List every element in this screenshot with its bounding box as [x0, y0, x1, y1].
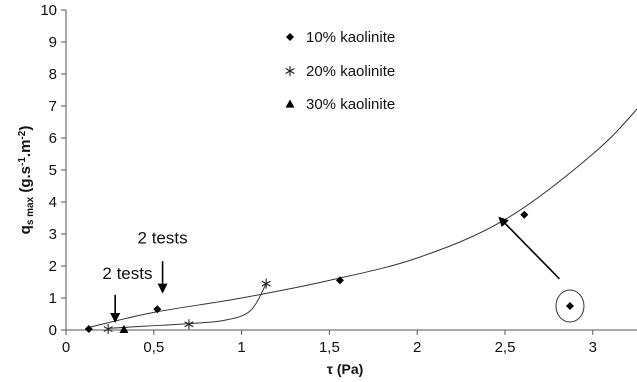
annotation-label: 2 tests	[138, 229, 188, 248]
x-tick-label: 3	[589, 339, 597, 356]
y-axis-ticks: 0 1 2 3 4 5 6 7 8 9 10	[40, 2, 66, 339]
y-tick-label: 6	[49, 130, 57, 147]
annotation-label: 2 tests	[102, 264, 152, 283]
x-axis-ticks: 00,511,522,533,5	[62, 330, 597, 356]
y-tick-label: 7	[49, 98, 57, 115]
x-tick-label: 1,5	[319, 339, 340, 356]
legend-marker-asterisk	[285, 66, 295, 76]
legend-label: 20% kaolinite	[306, 63, 395, 80]
y-tick-label: 10	[40, 2, 57, 19]
y-axis-label: qs max (g.s-1.m-2)	[17, 126, 36, 235]
outlier-circle	[555, 289, 585, 323]
y-tick-label: 4	[49, 194, 57, 211]
x-tick-label: 2	[413, 339, 421, 356]
legend-label: 30% kaolinite	[306, 96, 395, 113]
y-tick-label: 5	[49, 162, 57, 179]
x-tick-label: 1	[237, 339, 245, 356]
x-tick-label: 0,5	[143, 339, 164, 356]
legend-marker-diamond	[286, 33, 294, 41]
outlier-arrow	[498, 216, 561, 280]
fit-curve-1	[88, 108, 637, 328]
legend-marker-triangle	[285, 99, 295, 108]
point-diamond	[335, 276, 344, 285]
fit-curves	[88, 108, 637, 329]
y-tick-label: 0	[49, 322, 57, 339]
annotations: 2 tests 2 tests	[102, 216, 585, 324]
y-tick-label: 2	[49, 258, 57, 275]
legend-label: 10% kaolinite	[306, 29, 395, 46]
point-asterisk	[184, 319, 194, 330]
x-tick-label: 2,5	[495, 339, 516, 356]
x-tick-label: 0	[62, 339, 70, 356]
point-asterisk	[261, 278, 271, 289]
legend: 10% kaolinite 20% kaolinite 30% kaolinite	[285, 29, 395, 113]
fit-curve-2	[108, 283, 267, 329]
x-axis-label: τ (Pa)	[327, 361, 364, 377]
y-tick-label: 8	[49, 66, 57, 83]
point-triangle	[119, 324, 129, 333]
y-tick-label: 9	[49, 34, 57, 51]
data-points	[84, 210, 574, 335]
point-asterisk	[103, 324, 113, 335]
y-tick-label: 3	[49, 226, 57, 243]
y-tick-label: 1	[49, 290, 57, 307]
point-diamond	[565, 302, 574, 310]
point-diamond	[84, 325, 93, 334]
point-diamond	[153, 305, 162, 314]
point-diamond	[520, 210, 529, 219]
